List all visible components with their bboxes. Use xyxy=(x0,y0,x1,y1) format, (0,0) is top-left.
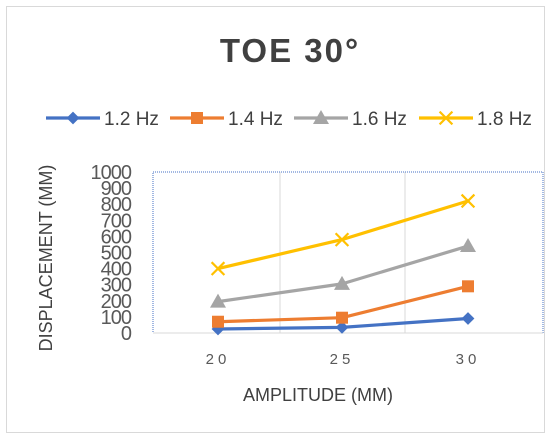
y-tick-label: 500 xyxy=(101,243,132,265)
plot-area-border xyxy=(152,171,544,334)
y-tick-label: 100 xyxy=(101,307,132,329)
legend-label: 1.2 Hz xyxy=(104,109,159,130)
data-point-triangle xyxy=(334,275,350,290)
x-tick-label: 30 xyxy=(456,351,481,368)
legend-item: 1.2 Hz xyxy=(46,109,159,130)
data-point-x xyxy=(460,193,476,209)
chart-title: TOE 30° xyxy=(220,32,360,69)
series-line xyxy=(217,244,469,304)
x-axis-ticks: 20 25 30 xyxy=(206,351,481,368)
legend-marker-square xyxy=(191,112,203,124)
legend-marker-diamond xyxy=(66,111,80,125)
legend-marker-x xyxy=(438,110,454,126)
chart-frame xyxy=(6,6,545,433)
data-point-square xyxy=(462,280,474,293)
data-point-x xyxy=(334,232,350,247)
data-point-triangle xyxy=(210,293,226,308)
series-1-6-Hz xyxy=(210,238,476,308)
legend-marker-triangle xyxy=(313,110,329,124)
legend-label: 1.8 Hz xyxy=(477,109,532,130)
gridlines xyxy=(279,172,406,333)
y-axis-label: DISPLACEMENT (MM) xyxy=(36,165,56,352)
data-point-diamond xyxy=(335,320,349,334)
y-tick-label: 300 xyxy=(101,275,132,297)
data-point-triangle xyxy=(460,238,476,253)
y-tick-label: 0 xyxy=(121,323,132,345)
y-tick-label: 400 xyxy=(101,259,132,281)
x-tick-label: 25 xyxy=(330,351,355,368)
data-point-diamond xyxy=(461,312,475,325)
legend-item: 1.8 Hz xyxy=(419,109,532,130)
y-tick-label: 900 xyxy=(101,178,132,200)
y-tick-label: 700 xyxy=(101,210,132,232)
y-tick-label: 800 xyxy=(101,194,132,216)
legend-item: 1.6 Hz xyxy=(294,109,407,130)
series-1-4-Hz xyxy=(212,280,474,328)
legend-item: 1.4 Hz xyxy=(170,109,283,130)
y-tick-label: 600 xyxy=(101,226,132,248)
series-1-8-Hz xyxy=(210,193,476,276)
legend-label: 1.4 Hz xyxy=(228,109,283,130)
x-tick-label: 20 xyxy=(206,351,231,368)
data-point-x xyxy=(210,261,226,276)
series-group xyxy=(210,193,476,336)
legend-label: 1.6 Hz xyxy=(352,109,407,130)
y-tick-label: 1000 xyxy=(91,162,132,184)
data-point-square xyxy=(212,315,224,328)
y-tick-label: 200 xyxy=(101,291,132,313)
x-axis-label: AMPLITUDE (MM) xyxy=(243,385,393,405)
data-point-square xyxy=(336,311,348,324)
legend: 1.2 Hz 1.4 Hz 1.6 Hz 1.8 Hz xyxy=(46,109,532,130)
